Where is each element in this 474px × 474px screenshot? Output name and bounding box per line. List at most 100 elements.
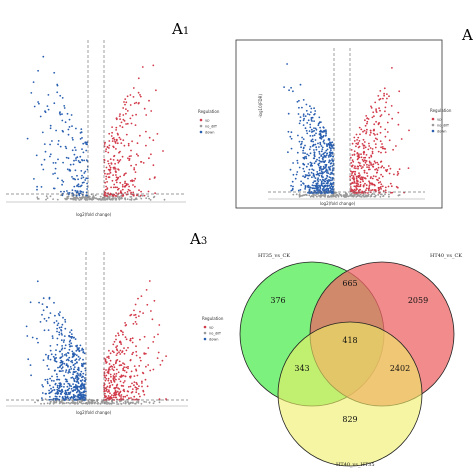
point-down	[310, 139, 313, 142]
point-down	[62, 370, 64, 372]
point-down	[65, 354, 68, 357]
point-down	[321, 188, 324, 191]
point-up	[122, 362, 124, 365]
point-down	[318, 116, 321, 119]
point-down	[82, 364, 84, 366]
point-up	[139, 134, 141, 137]
point-down	[67, 358, 69, 361]
point-down	[61, 353, 64, 355]
point-up	[354, 170, 357, 173]
point-up	[107, 395, 110, 397]
point-no-diff	[63, 402, 66, 405]
point-up	[142, 312, 145, 314]
point-up	[104, 141, 106, 144]
point-up	[121, 185, 124, 188]
point-up	[122, 381, 125, 384]
point-up	[375, 110, 377, 112]
venn-value-only-ht40: 2059	[408, 296, 428, 305]
point-down	[322, 172, 324, 175]
point-up	[128, 185, 131, 188]
point-down	[307, 174, 309, 177]
point-down	[77, 394, 80, 396]
point-down	[60, 367, 63, 370]
point-up	[108, 140, 111, 142]
point-up	[356, 143, 359, 146]
point-up	[367, 118, 370, 120]
legend-nodiff-swatch	[199, 124, 203, 128]
point-no-diff	[46, 197, 49, 200]
point-up	[125, 349, 128, 352]
point-down	[304, 186, 307, 189]
point-down	[63, 362, 66, 365]
point-down	[42, 168, 45, 171]
point-down	[77, 178, 79, 181]
point-up	[113, 373, 116, 375]
point-up	[114, 170, 117, 173]
point-down	[63, 354, 66, 356]
point-down	[73, 380, 76, 383]
point-down	[71, 361, 74, 364]
point-down	[331, 153, 334, 155]
point-down	[308, 130, 311, 133]
point-up	[373, 140, 376, 142]
point-up	[114, 168, 117, 170]
point-down	[59, 113, 62, 116]
point-down	[315, 128, 318, 131]
point-up	[128, 397, 130, 400]
point-down	[46, 382, 49, 385]
point-down	[58, 333, 61, 336]
point-up	[139, 359, 142, 362]
point-up	[121, 375, 123, 378]
point-up	[129, 376, 132, 379]
point-down	[297, 113, 300, 115]
point-up	[126, 394, 128, 397]
point-down	[71, 125, 73, 127]
point-no-diff	[328, 196, 331, 198]
panel-a1-label-main: A	[171, 20, 183, 38]
point-no-diff	[85, 199, 87, 201]
point-no-diff	[89, 198, 91, 200]
point-up	[378, 177, 381, 180]
legend-up-swatch	[431, 117, 435, 121]
point-up	[368, 181, 371, 184]
point-down	[83, 172, 86, 174]
point-down	[81, 393, 83, 396]
point-down	[313, 149, 315, 151]
point-up	[141, 66, 144, 68]
point-down	[63, 374, 65, 377]
point-up	[135, 323, 138, 325]
point-down	[72, 352, 75, 354]
point-up	[118, 388, 121, 390]
point-down	[41, 131, 44, 134]
point-no-diff	[89, 401, 91, 404]
point-down	[310, 107, 313, 110]
point-up	[107, 372, 110, 375]
point-up	[356, 152, 359, 154]
point-up	[113, 377, 116, 379]
point-down	[320, 155, 323, 158]
point-down	[290, 137, 293, 140]
volcano-panel-a1: A1 log2(fold change) Regulation up no_di…	[6, 20, 220, 217]
point-up	[126, 110, 129, 112]
point-up	[148, 136, 151, 139]
point-down	[42, 309, 45, 312]
point-no-diff	[88, 398, 91, 401]
point-no-diff	[369, 195, 372, 198]
point-up	[134, 124, 137, 126]
point-up	[115, 181, 118, 184]
point-up	[150, 310, 152, 312]
point-up	[142, 390, 145, 393]
point-down	[318, 169, 321, 172]
point-down	[68, 192, 71, 194]
point-down	[74, 384, 77, 386]
point-up	[116, 390, 119, 393]
point-no-diff	[96, 198, 99, 201]
point-down	[298, 106, 300, 109]
point-up	[364, 124, 367, 127]
point-up	[106, 173, 109, 175]
point-no-diff	[379, 195, 382, 198]
point-down	[310, 111, 312, 113]
point-up	[360, 128, 363, 131]
point-up	[135, 354, 138, 357]
point-down	[308, 168, 311, 171]
